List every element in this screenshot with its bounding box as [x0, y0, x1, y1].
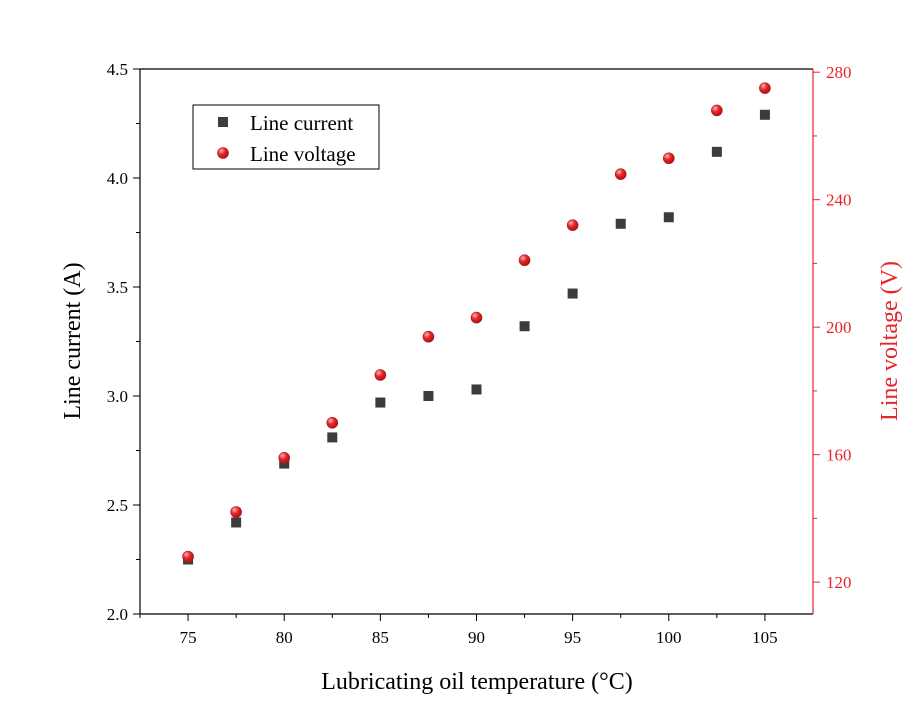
- voltage-point: [518, 254, 531, 267]
- legend-label-voltage: Line voltage: [250, 142, 356, 166]
- series-line-current: [183, 109, 770, 565]
- legend-marker-current: [218, 117, 228, 127]
- x-tick-label: 85: [372, 628, 389, 647]
- current-point: [663, 212, 674, 223]
- y-tick-label: 4.0: [107, 169, 128, 188]
- legend-label-current: Line current: [250, 111, 353, 135]
- y2-tick-label: 240: [826, 191, 852, 210]
- y-axis-right: 120 160 200 240 280: [813, 63, 852, 592]
- voltage-point: [614, 168, 627, 180]
- voltage-point: [326, 416, 339, 429]
- y2-tick-label: 200: [826, 318, 852, 337]
- voltage-point: [230, 506, 242, 518]
- x-tick-label: 105: [752, 628, 778, 647]
- y-tick-label: 2.5: [107, 496, 128, 515]
- y-axis-right-title: Line voltage (V): [877, 261, 903, 421]
- voltage-point: [566, 219, 579, 231]
- y2-tick-label: 120: [826, 573, 852, 592]
- y-axis-left-title: Line current (A): [60, 262, 86, 419]
- x-tick-label: 100: [656, 628, 682, 647]
- voltage-point: [759, 82, 771, 94]
- current-point: [759, 109, 770, 120]
- legend-marker-voltage: [217, 147, 229, 159]
- x-axis: 75 80 85 90 95 100 105: [139, 614, 778, 647]
- voltage-point: [374, 369, 387, 381]
- y-tick-label: 4.5: [107, 60, 128, 79]
- x-tick-label: 75: [180, 628, 197, 647]
- y2-tick-label: 160: [826, 446, 852, 465]
- current-point: [615, 218, 626, 229]
- voltage-point: [662, 152, 675, 165]
- y-axis-left: 2.0 2.5 3.0 3.5 4.0 4.5: [107, 60, 140, 624]
- voltage-point: [182, 550, 194, 563]
- x-axis-title: Lubricating oil temperature (°C): [321, 669, 632, 695]
- current-point: [423, 391, 434, 401]
- legend: Line current Line voltage: [192, 104, 380, 170]
- current-point: [471, 384, 482, 395]
- voltage-point: [278, 452, 291, 464]
- y-tick-label: 3.5: [107, 278, 128, 297]
- voltage-point: [422, 330, 435, 343]
- current-point: [231, 517, 242, 528]
- current-point: [567, 288, 578, 299]
- voltage-point: [470, 311, 483, 324]
- voltage-point: [711, 104, 723, 117]
- current-point: [711, 146, 722, 157]
- y-tick-label: 3.0: [107, 387, 128, 406]
- series-line-voltage: [182, 82, 771, 563]
- y2-tick-label: 280: [826, 63, 852, 82]
- current-point: [327, 432, 338, 443]
- x-tick-label: 95: [564, 628, 581, 647]
- x-tick-label: 80: [276, 628, 293, 647]
- y-tick-label: 2.0: [107, 605, 128, 624]
- current-point: [375, 397, 386, 408]
- x-tick-label: 90: [468, 628, 485, 647]
- current-point: [519, 321, 530, 332]
